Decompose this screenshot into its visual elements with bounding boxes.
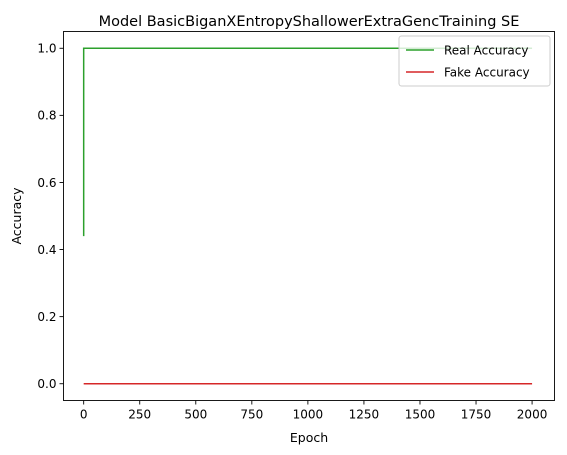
series-layer <box>82 47 533 385</box>
x-tick-label: 1500 <box>405 408 436 422</box>
x-tick-label: 1000 <box>293 408 324 422</box>
x-tick-label: 500 <box>184 408 207 422</box>
legend: Real Accuracy Fake Accuracy <box>398 35 551 87</box>
y-axis-ticks: 0.0 0.2 0.4 0.6 0.8 1.0 <box>37 42 64 391</box>
x-tick-label: 750 <box>240 408 263 422</box>
chart-title: Model BasicBiganXEntropyShallowerExtraGe… <box>99 14 520 30</box>
legend-box <box>398 35 551 87</box>
x-tick-label: 1750 <box>461 408 492 422</box>
x-tick-label: 2000 <box>517 408 548 422</box>
legend-label: Fake Accuracy <box>444 65 530 79</box>
x-axis-label: Epoch <box>290 430 328 445</box>
y-tick-label: 0.4 <box>37 243 56 257</box>
x-tick-label: 250 <box>128 408 151 422</box>
x-tick-label: 1250 <box>349 408 380 422</box>
x-tick-label: 0 <box>80 408 88 422</box>
y-tick-label: 1.0 <box>37 42 56 56</box>
series-line-real-accuracy <box>82 47 533 237</box>
y-axis-label: Accuracy <box>9 187 24 245</box>
x-axis-ticks: 0 250 500 750 1000 1250 1500 1750 2000 <box>80 400 548 422</box>
legend-label: Real Accuracy <box>444 43 528 57</box>
y-tick-label: 0.0 <box>37 377 56 391</box>
y-tick-label: 0.6 <box>37 176 56 190</box>
plot-frame <box>63 31 555 401</box>
y-tick-label: 0.2 <box>37 310 56 324</box>
y-tick-label: 0.8 <box>37 109 56 123</box>
